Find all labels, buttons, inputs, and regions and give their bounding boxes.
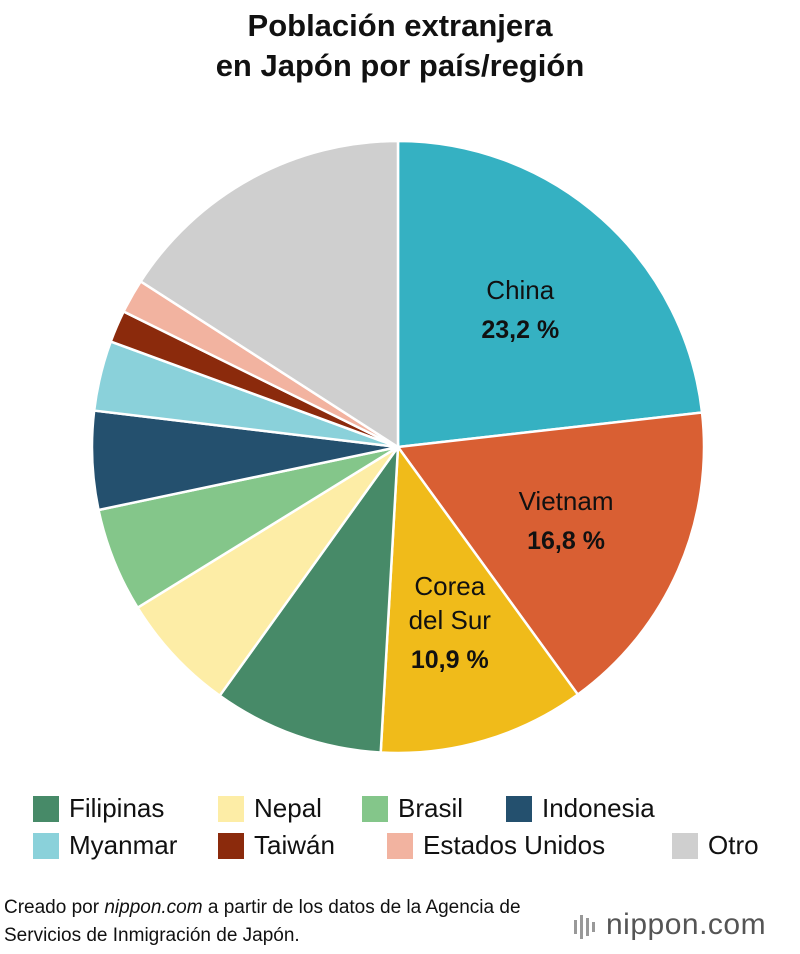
source-note: Creado por nippon.com a partir de los da… — [4, 894, 564, 950]
legend-label: Brasil — [398, 793, 464, 823]
legend-swatch — [33, 795, 59, 822]
legend-swatch — [362, 795, 388, 822]
legend-swatch — [387, 832, 413, 859]
pie-slice — [217, 442, 400, 754]
slice-value: 10,9 % — [410, 646, 489, 675]
legend-item: Brasil — [362, 793, 463, 824]
legend-item: Myanmar — [33, 830, 177, 861]
slice-name: Vietnam — [518, 485, 614, 516]
pie-slice — [395, 411, 706, 697]
pie-slice — [135, 445, 400, 698]
source-part: Creado por — [4, 897, 105, 918]
legend-label: Estados Unidos — [423, 830, 606, 860]
slice-value: 23,2 % — [481, 316, 560, 345]
pie-slice — [379, 443, 580, 755]
chart-title: Población extranjera en Japón por país/r… — [215, 8, 585, 83]
legend-swatch — [218, 795, 244, 822]
slice-name: Corea del Sur — [408, 571, 491, 636]
legend-swatch — [33, 832, 59, 859]
legend-label: Taiwán — [254, 830, 335, 860]
legend-swatch — [672, 832, 698, 859]
legend-item: Otro — [672, 830, 759, 861]
legend-label: Indonesia — [542, 793, 655, 823]
slice-label: China 23,2 % — [420, 273, 620, 347]
legend-item: Nepal — [218, 793, 322, 824]
slice-label: Vietnam 16,8 % — [466, 484, 666, 558]
slice-name: China — [486, 275, 555, 306]
legend-swatch — [506, 795, 532, 822]
legend-label: Otro — [708, 830, 759, 860]
legend-item: Filipinas — [33, 793, 164, 824]
legend-label: Filipinas — [69, 793, 165, 823]
logo-icon — [574, 915, 595, 939]
legend-swatch — [218, 832, 244, 859]
pie-slice — [396, 139, 704, 449]
slice-value: 16,8 % — [527, 526, 605, 555]
legend-label: Myanmar — [69, 830, 178, 860]
pie-slice — [138, 139, 400, 450]
source-part: a partir de los datos de la Agencia de S… — [4, 897, 521, 946]
logo-text: nippon.com — [606, 908, 767, 941]
legend-item: Indonesia — [506, 793, 655, 824]
legend-item: Estados Unidos — [387, 830, 605, 861]
source-part: nippon.com — [104, 897, 203, 918]
legend-item: Taiwán — [218, 830, 335, 861]
slice-label: Corea del Sur 10,9 % — [395, 569, 505, 677]
legend-label: Nepal — [254, 793, 322, 823]
